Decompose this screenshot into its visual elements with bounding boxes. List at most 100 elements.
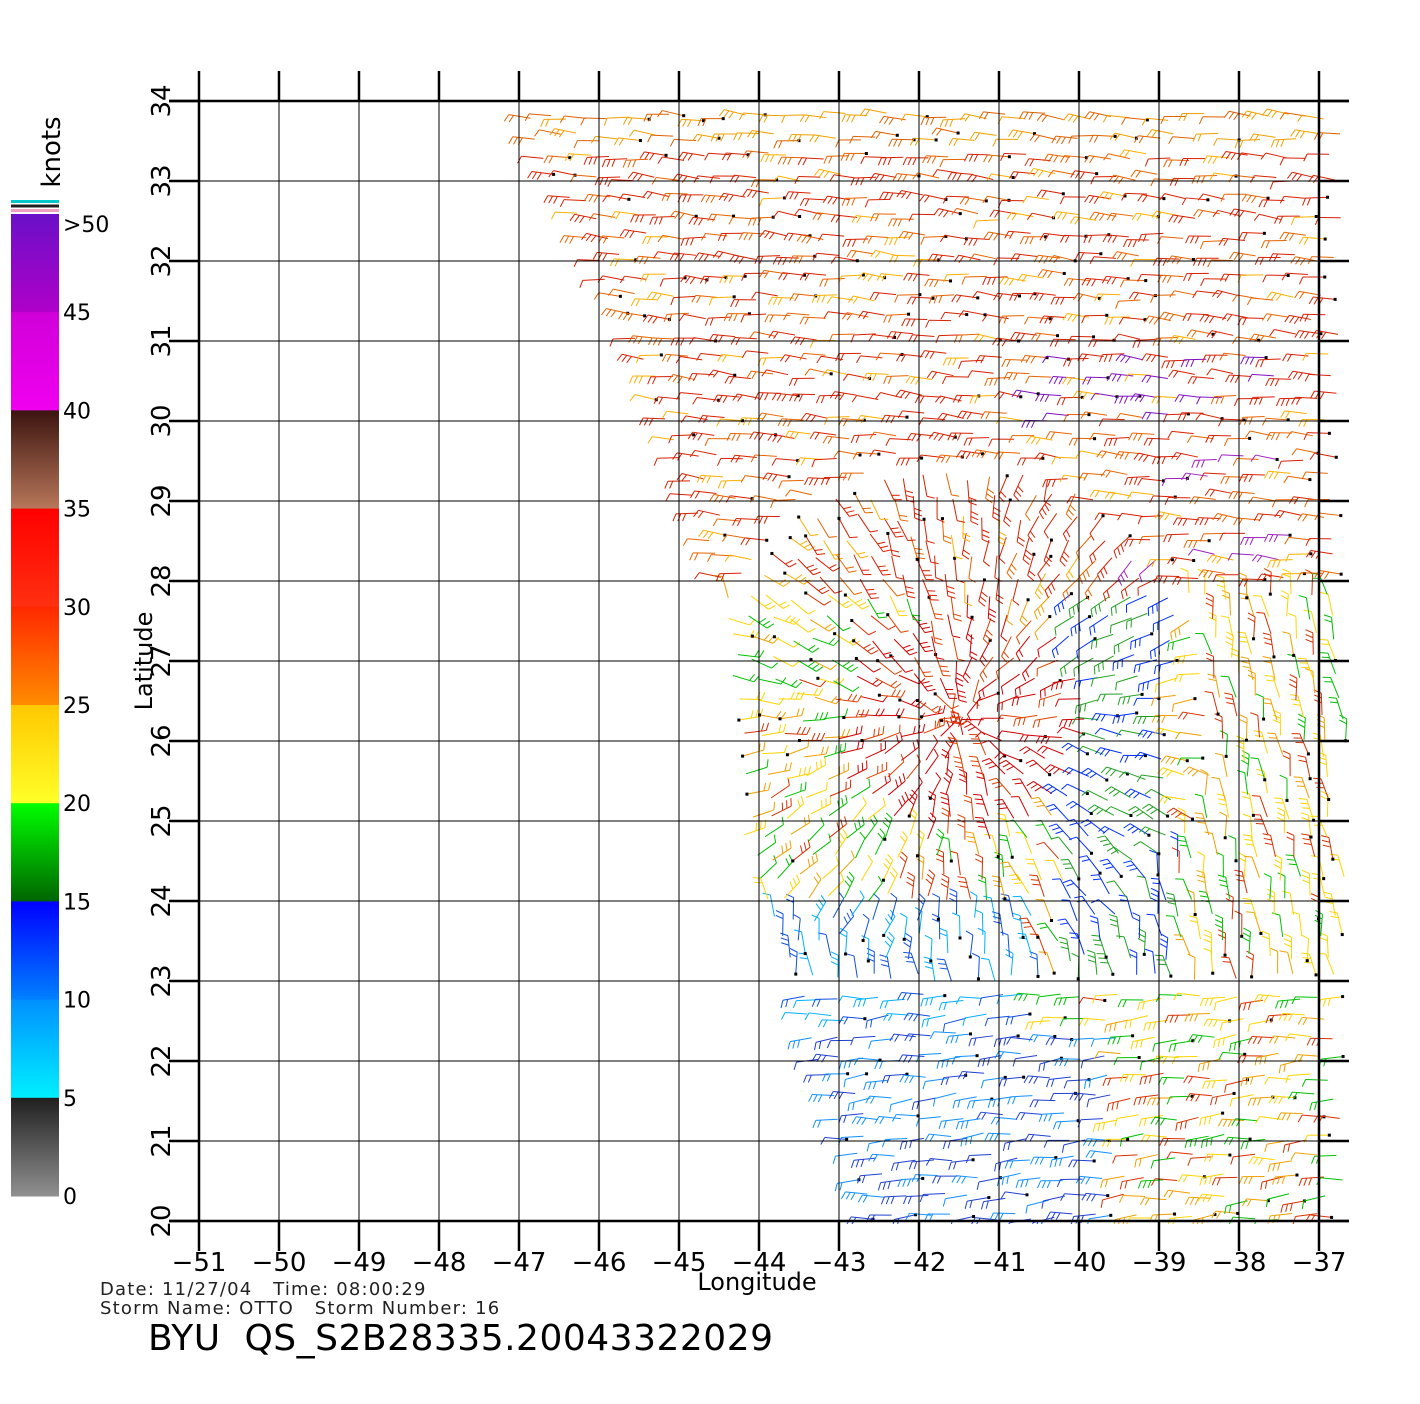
rain-flag-marker — [791, 859, 794, 862]
wind-barb — [810, 432, 836, 439]
wind-barb — [799, 680, 825, 687]
wind-barb — [1235, 911, 1242, 936]
wind-barb — [1008, 1096, 1033, 1105]
wind-barb — [762, 724, 786, 736]
wind-barb — [1256, 359, 1281, 367]
wind-barb — [1234, 870, 1247, 893]
lon-tick-label: −50 — [252, 1248, 307, 1278]
rain-flag-marker — [833, 632, 836, 635]
wind-barb — [865, 741, 885, 758]
wind-barb — [1248, 374, 1274, 381]
rain-flag-marker — [865, 1072, 868, 1075]
wind-barb — [1270, 181, 1295, 189]
wind-barb — [1264, 874, 1271, 900]
wind-barb — [1105, 1020, 1128, 1032]
wind-barb — [1091, 1038, 1116, 1047]
wind-barb — [1192, 176, 1217, 184]
rain-flag-marker — [1342, 1055, 1345, 1058]
wind-barb — [1129, 292, 1155, 299]
wind-barb — [1039, 693, 1061, 707]
wind-barb — [1142, 354, 1168, 362]
rain-flag-marker — [1093, 1159, 1096, 1162]
wind-barb — [1226, 632, 1234, 658]
wind-barb — [1250, 758, 1264, 780]
wind-barb — [936, 455, 962, 463]
rain-flag-marker — [1050, 539, 1053, 542]
wind-barb — [892, 556, 904, 579]
wind-barb — [1185, 1136, 1208, 1148]
rain-flag-marker — [859, 453, 862, 456]
wind-barb — [800, 273, 826, 280]
wind-barb — [1298, 714, 1306, 740]
wind-barb — [776, 910, 783, 935]
rain-flag-marker — [1330, 1216, 1333, 1219]
wind-barb — [1036, 842, 1058, 858]
wind-barb — [746, 759, 768, 773]
rain-flag-marker — [882, 879, 885, 882]
wind-barb — [670, 139, 696, 146]
wind-barb — [1046, 1038, 1072, 1045]
wind-barb — [995, 452, 1021, 459]
wind-barb — [1144, 316, 1170, 324]
wind-barb — [760, 678, 786, 684]
wind-barb — [657, 111, 683, 117]
wind-barb — [960, 114, 986, 121]
wind-barb — [787, 766, 810, 779]
wind-barb — [1113, 1155, 1138, 1164]
wind-barb — [969, 756, 984, 778]
wind-barb — [810, 135, 836, 142]
wind-barb — [972, 953, 979, 979]
wind-barb — [1304, 433, 1329, 440]
rain-flag-marker — [1339, 514, 1342, 517]
legend-label: 0 — [63, 1185, 77, 1210]
wind-barb — [1107, 1098, 1130, 1111]
wind-barb — [894, 639, 917, 655]
rain-flag-marker — [976, 296, 979, 299]
wind-barb — [973, 220, 998, 228]
wind-barb — [1157, 237, 1183, 244]
wind-barb — [844, 1074, 867, 1087]
wind-barb — [833, 892, 844, 918]
wind-barb — [759, 115, 784, 122]
wind-barb — [1001, 1192, 1027, 1199]
wind-barb — [1283, 751, 1290, 776]
wind-barb — [1118, 561, 1131, 586]
wind-barb — [1007, 599, 1013, 625]
wind-barb — [903, 952, 918, 974]
lat-tick-label: 24 — [147, 884, 177, 917]
wind-barb — [895, 499, 909, 522]
wind-barb — [1238, 318, 1263, 325]
wind-barb — [888, 773, 905, 795]
rain-flag-marker — [882, 934, 885, 937]
rain-flag-marker — [627, 198, 630, 201]
wind-barb — [1015, 678, 1034, 697]
wind-barb — [774, 141, 799, 149]
rain-flag-marker — [816, 677, 819, 680]
wind-barb — [1188, 549, 1214, 555]
wind-barb — [1138, 195, 1164, 202]
rain-flag-marker — [1162, 197, 1165, 200]
wind-barb — [1261, 1177, 1284, 1190]
rain-flag-marker — [855, 657, 858, 660]
wind-barb — [1080, 1018, 1106, 1025]
wind-barb — [1219, 238, 1245, 245]
lon-tick-label: −40 — [1052, 1248, 1107, 1278]
wind-barb — [1044, 479, 1051, 505]
wind-barb — [852, 1117, 878, 1125]
wind-barb — [799, 953, 813, 975]
wind-barb — [1064, 114, 1090, 123]
wind-barb — [805, 1013, 831, 1020]
wind-barb — [977, 1178, 1000, 1190]
wind-barb — [884, 376, 909, 384]
rain-flag-marker — [969, 1032, 972, 1035]
wind-barb — [785, 490, 811, 496]
rain-flag-marker — [692, 433, 695, 436]
rain-flag-marker — [1102, 514, 1105, 517]
wind-barb — [1134, 453, 1160, 462]
wind-barb — [920, 351, 946, 359]
wind-barb — [1131, 259, 1156, 266]
wind-barb — [1081, 412, 1107, 419]
legend-segment — [11, 705, 59, 804]
wind-barb — [1175, 674, 1200, 682]
